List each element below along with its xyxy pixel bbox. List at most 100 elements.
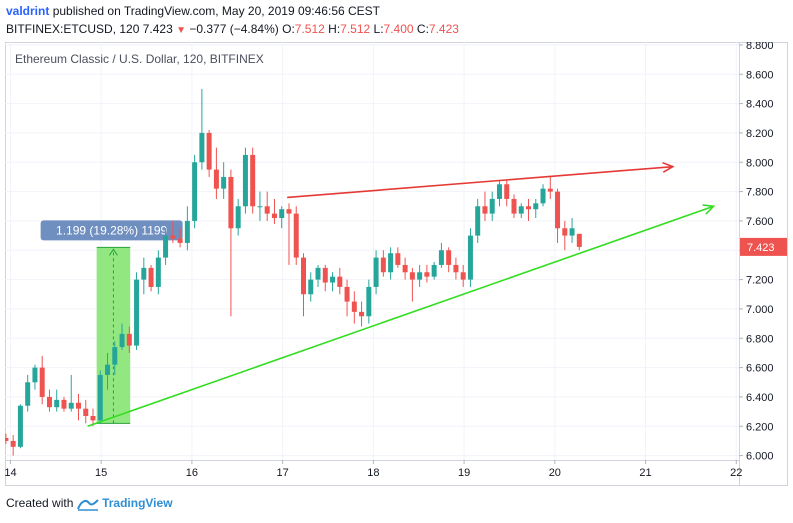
candle-body: [330, 276, 336, 283]
measure-label: 1.199 (19.28%) 1199: [56, 223, 168, 237]
candle-body: [359, 311, 365, 317]
candle-body: [83, 408, 89, 416]
candle-body: [228, 176, 234, 229]
candlestick-chart[interactable]: 1.199 (19.28%) 1199 6.000 6.200 6.400 6.600…: [3, 40, 788, 486]
y-tick-label: 8.200: [746, 128, 774, 140]
candle-body: [402, 264, 408, 273]
candle-body: [300, 257, 306, 295]
candle-body: [569, 228, 575, 236]
price-tag-label: 7.423: [747, 242, 775, 254]
open-value: 7.512: [294, 22, 325, 36]
candle-body: [177, 238, 183, 243]
candle-body: [141, 267, 147, 280]
candle-body: [460, 272, 466, 280]
x-tick-label: 14: [5, 467, 17, 479]
candle-body: [489, 198, 495, 214]
y-tick-label: 7.000: [746, 304, 774, 316]
candle-body: [264, 206, 270, 214]
price-axis[interactable]: 6.0006.2006.4006.6006.8007.0007.2007.400…: [739, 40, 787, 463]
candles: [3, 88, 582, 456]
candle-body: [25, 382, 31, 406]
candle-body: [511, 198, 517, 214]
interval: 120: [119, 22, 140, 36]
support-trendline-arrowhead-icon: [702, 204, 716, 215]
candle-body: [68, 402, 74, 409]
candle-body: [555, 191, 561, 229]
candle-body: [496, 184, 502, 199]
y-tick-label: 7.200: [746, 275, 774, 287]
footer: Created with TradingView: [6, 496, 173, 511]
candle-body: [344, 286, 350, 302]
y-tick-label: 6.600: [746, 363, 774, 375]
x-tick-label: 18: [367, 467, 379, 479]
y-tick-label: 8.800: [746, 42, 774, 52]
measure-label-box: [40, 220, 183, 241]
y-tick-label: 6.200: [746, 421, 774, 433]
candle-body: [547, 188, 553, 192]
trendlines[interactable]: [87, 161, 716, 428]
y-tick-label: 7.600: [746, 216, 774, 228]
created-with-text: Created with: [6, 496, 74, 510]
y-tick-label: 6.400: [746, 392, 774, 404]
candle-body: [257, 206, 263, 208]
candle-body: [540, 188, 546, 204]
x-tick-label: 19: [458, 467, 470, 479]
tradingview-brand[interactable]: TradingView: [102, 496, 173, 510]
candle-body: [39, 367, 45, 397]
y-tick-label: 6.000: [746, 451, 774, 463]
support-trendline[interactable]: [87, 205, 714, 428]
candle-body: [199, 132, 205, 163]
candle-body: [10, 440, 16, 447]
candle-body: [482, 206, 488, 214]
candle-body: [337, 276, 343, 287]
low-label: L:: [373, 22, 384, 36]
candle-body: [373, 257, 379, 287]
high-value: 7.512: [340, 22, 371, 36]
candle-body: [75, 402, 81, 409]
candle-body: [286, 209, 292, 214]
x-tick-label: 20: [549, 467, 561, 479]
candle-body: [453, 264, 459, 273]
y-tick-label: 8.400: [746, 99, 774, 111]
time-axis[interactable]: 14 15 16 17 18 19 20 21 22: [4, 460, 742, 479]
y-tick-label: 8.000: [746, 157, 774, 169]
published-text: published on TradingView.com, May 20, 20…: [52, 4, 381, 18]
chart-area[interactable]: 1.199 (19.28%) 1199 6.000 6.200 6.400 6.600…: [3, 40, 788, 486]
candle-body: [46, 396, 52, 408]
candle-body: [221, 176, 227, 189]
measure-arrow-icon: [109, 248, 118, 256]
author-link[interactable]: valdrint: [6, 4, 50, 18]
candle-body: [279, 209, 285, 218]
resistance-trendline[interactable]: [287, 165, 673, 199]
candle-body: [213, 169, 219, 189]
candle-body: [351, 301, 357, 312]
candle-body: [206, 132, 212, 170]
chart-header: valdrint published on TradingView.com, M…: [0, 0, 793, 40]
candle-body: [388, 253, 394, 273]
candle-body: [562, 228, 568, 236]
candle-body: [119, 333, 125, 348]
candle-body: [163, 235, 169, 258]
close-value: 7.423: [428, 22, 459, 36]
tradingview-logo-icon: [76, 499, 99, 511]
candle-body: [61, 399, 67, 409]
low-value: 7.400: [383, 22, 414, 36]
candle-body: [431, 264, 437, 277]
candle-body: [242, 154, 248, 207]
candle-body: [366, 286, 372, 317]
open-label: O:: [282, 22, 295, 36]
candle-body: [235, 206, 241, 229]
measure-tool[interactable]: 1.199 (19.28%) 1199: [40, 220, 183, 424]
candle-body: [438, 250, 444, 265]
candle-body: [250, 154, 256, 207]
high-label: H:: [328, 22, 341, 36]
y-tick-label: 6.800: [746, 333, 774, 345]
price-change: −0.377 (−4.84%): [189, 22, 279, 36]
x-tick-label: 15: [95, 467, 107, 479]
candle-body: [467, 235, 473, 280]
candle-body: [112, 347, 118, 365]
close-label: C:: [416, 22, 429, 36]
candle-body: [155, 257, 161, 287]
candle-body: [271, 213, 277, 218]
candle-body: [315, 267, 321, 280]
